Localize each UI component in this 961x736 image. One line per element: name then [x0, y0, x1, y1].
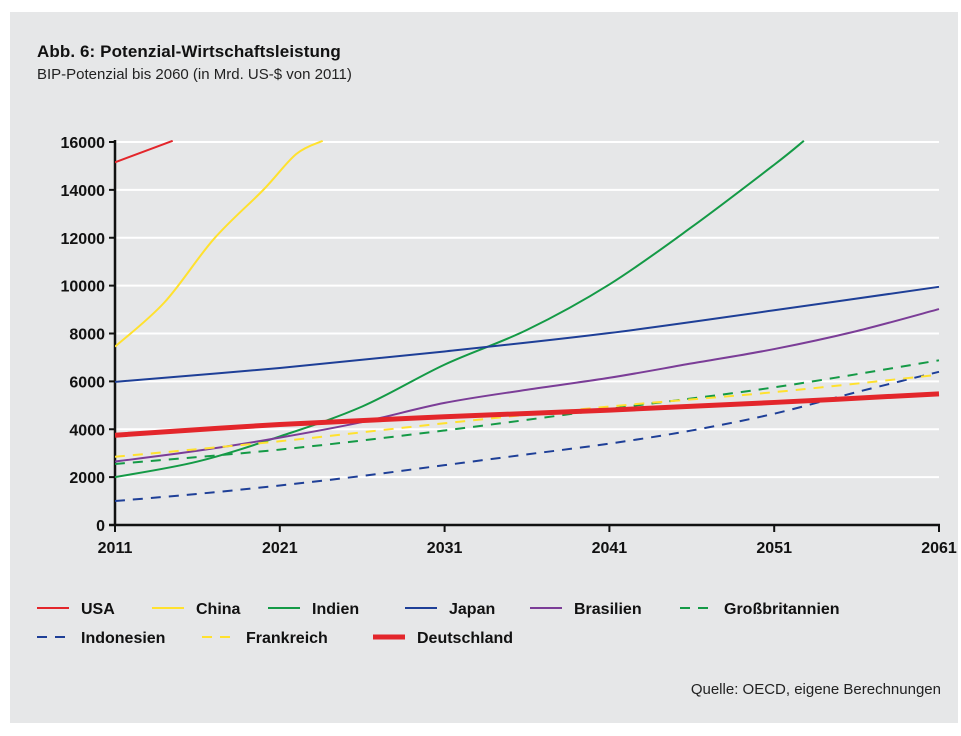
legend-item-indonesien: Indonesien [37, 630, 165, 647]
legend-item-frankreich: Frankreich [202, 630, 328, 647]
y-tick-label: 6000 [69, 374, 105, 391]
chart-panel [10, 12, 958, 723]
y-tick-label: 10000 [61, 279, 106, 296]
x-tick-label: 2021 [262, 540, 298, 557]
grid-lines [115, 141, 939, 479]
series-line-großbritannien [115, 359, 940, 465]
legend-label: Frankreich [246, 630, 328, 647]
y-tick-label: 12000 [61, 231, 106, 248]
series-line-brasilien [115, 308, 940, 463]
series-lines [115, 140, 940, 503]
legend-item-brasilien: Brasilien [530, 601, 642, 618]
x-tick-label: 2041 [592, 540, 628, 557]
x-tick-label: 2061 [921, 540, 957, 557]
x-tick-label: 2031 [427, 540, 463, 557]
y-tick-label: 0 [96, 518, 105, 535]
legend-item-china: China [152, 601, 241, 618]
x-tick-label: 2051 [756, 540, 792, 557]
legend-label: Großbritannien [724, 601, 840, 618]
legend-label: Brasilien [574, 601, 642, 618]
legend: USA China Indien Japan Brasilien Großbritanni… [37, 601, 840, 647]
legend-item-großbritannien: Großbritannien [680, 601, 840, 618]
y-tick-label: 8000 [69, 327, 105, 344]
y-tick-label: 14000 [61, 183, 106, 200]
legend-item-usa: USA [37, 601, 115, 618]
series-line-china [115, 140, 324, 348]
chart-subtitle: BIP-Potenzial bis 2060 (in Mrd. US-$ von… [37, 66, 352, 83]
x-tick-label: 2011 [98, 540, 133, 557]
legend-label: Indien [312, 601, 359, 618]
legend-label: Japan [449, 601, 495, 618]
legend-item-japan: Japan [405, 601, 495, 618]
series-line-deutschland [115, 391, 940, 438]
series-line-usa [115, 140, 174, 164]
y-tick-label: 2000 [69, 470, 105, 487]
series-line-japan [115, 285, 940, 383]
chart-title: Abb. 6: Potenzial-Wirtschaftsleistung [37, 42, 341, 61]
legend-item-indien: Indien [268, 601, 359, 618]
legend-label: USA [81, 601, 115, 618]
legend-label: Indonesien [81, 630, 165, 647]
series-line-indonesien [115, 370, 940, 503]
y-tick-label: 4000 [69, 422, 105, 439]
legend-label: China [196, 601, 241, 618]
legend-label: Deutschland [417, 630, 513, 647]
y-tick-label: 16000 [61, 135, 106, 152]
source-note: Quelle: OECD, eigene Berechnungen [690, 681, 941, 698]
legend-item-deutschland: Deutschland [373, 630, 513, 647]
axes: 0 2000 4000 6000 8000 10000 12000 14000 16000 201… [61, 135, 957, 557]
